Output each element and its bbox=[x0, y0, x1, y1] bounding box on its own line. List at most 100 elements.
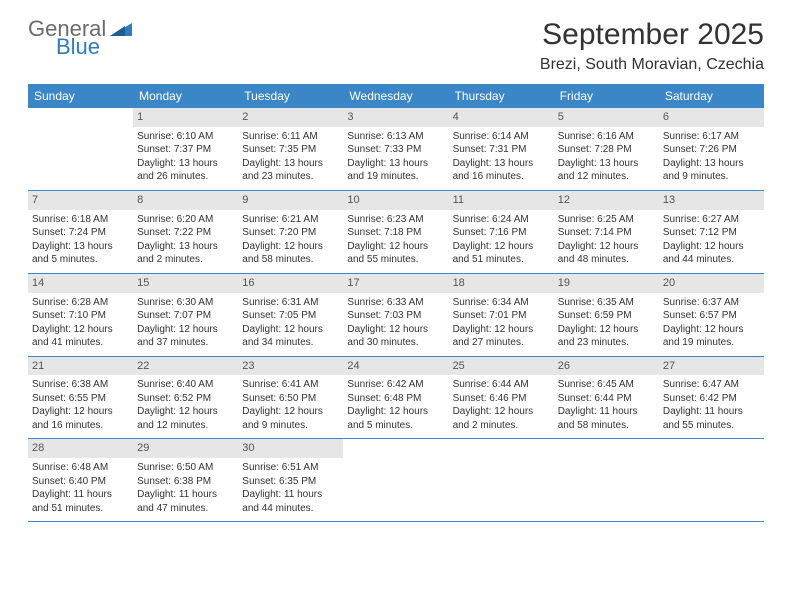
sunrise-text: Sunrise: 6:23 AM bbox=[347, 213, 444, 227]
sunset-text: Sunset: 6:59 PM bbox=[558, 309, 655, 323]
sunrise-text: Sunrise: 6:48 AM bbox=[32, 461, 129, 475]
day-header: Sunday bbox=[28, 84, 133, 108]
sunset-text: Sunset: 7:28 PM bbox=[558, 143, 655, 157]
sunset-text: Sunset: 7:33 PM bbox=[347, 143, 444, 157]
day-number: 16 bbox=[238, 274, 343, 293]
sunrise-text: Sunrise: 6:14 AM bbox=[453, 130, 550, 144]
daylight-text: Daylight: 12 hours and 5 minutes. bbox=[347, 405, 444, 432]
week-row: 1Sunrise: 6:10 AMSunset: 7:37 PMDaylight… bbox=[28, 108, 764, 191]
daylight-text: Daylight: 12 hours and 2 minutes. bbox=[453, 405, 550, 432]
day-cell: 25Sunrise: 6:44 AMSunset: 6:46 PMDayligh… bbox=[449, 357, 554, 439]
sunset-text: Sunset: 7:20 PM bbox=[242, 226, 339, 240]
day-number: 11 bbox=[449, 191, 554, 210]
daylight-text: Daylight: 13 hours and 23 minutes. bbox=[242, 157, 339, 184]
day-number: 15 bbox=[133, 274, 238, 293]
day-cell: 11Sunrise: 6:24 AMSunset: 7:16 PMDayligh… bbox=[449, 191, 554, 273]
sunrise-text: Sunrise: 6:25 AM bbox=[558, 213, 655, 227]
sunrise-text: Sunrise: 6:50 AM bbox=[137, 461, 234, 475]
day-cell: 13Sunrise: 6:27 AMSunset: 7:12 PMDayligh… bbox=[659, 191, 764, 273]
daylight-text: Daylight: 12 hours and 34 minutes. bbox=[242, 323, 339, 350]
day-number: 28 bbox=[28, 439, 133, 458]
daylight-text: Daylight: 13 hours and 2 minutes. bbox=[137, 240, 234, 267]
daylight-text: Daylight: 12 hours and 58 minutes. bbox=[242, 240, 339, 267]
sunset-text: Sunset: 7:10 PM bbox=[32, 309, 129, 323]
day-header: Thursday bbox=[449, 84, 554, 108]
daylight-text: Daylight: 11 hours and 44 minutes. bbox=[242, 488, 339, 515]
location-text: Brezi, South Moravian, Czechia bbox=[540, 56, 764, 74]
day-number: 19 bbox=[554, 274, 659, 293]
daylight-text: Daylight: 11 hours and 58 minutes. bbox=[558, 405, 655, 432]
sunset-text: Sunset: 6:48 PM bbox=[347, 392, 444, 406]
sunset-text: Sunset: 7:31 PM bbox=[453, 143, 550, 157]
day-cell bbox=[449, 439, 554, 521]
day-cell: 18Sunrise: 6:34 AMSunset: 7:01 PMDayligh… bbox=[449, 274, 554, 356]
day-number: 12 bbox=[554, 191, 659, 210]
day-cell bbox=[343, 439, 448, 521]
day-number: 7 bbox=[28, 191, 133, 210]
sunrise-text: Sunrise: 6:45 AM bbox=[558, 378, 655, 392]
day-cell: 28Sunrise: 6:48 AMSunset: 6:40 PMDayligh… bbox=[28, 439, 133, 521]
day-header: Monday bbox=[133, 84, 238, 108]
day-cell: 1Sunrise: 6:10 AMSunset: 7:37 PMDaylight… bbox=[133, 108, 238, 190]
daylight-text: Daylight: 12 hours and 44 minutes. bbox=[663, 240, 760, 267]
day-cell: 15Sunrise: 6:30 AMSunset: 7:07 PMDayligh… bbox=[133, 274, 238, 356]
week-row: 21Sunrise: 6:38 AMSunset: 6:55 PMDayligh… bbox=[28, 357, 764, 440]
daylight-text: Daylight: 13 hours and 12 minutes. bbox=[558, 157, 655, 184]
day-cell: 22Sunrise: 6:40 AMSunset: 6:52 PMDayligh… bbox=[133, 357, 238, 439]
sunset-text: Sunset: 7:26 PM bbox=[663, 143, 760, 157]
day-number: 1 bbox=[133, 108, 238, 127]
month-title: September 2025 bbox=[540, 18, 764, 52]
daylight-text: Daylight: 12 hours and 30 minutes. bbox=[347, 323, 444, 350]
daylight-text: Daylight: 13 hours and 16 minutes. bbox=[453, 157, 550, 184]
sunset-text: Sunset: 7:03 PM bbox=[347, 309, 444, 323]
sunrise-text: Sunrise: 6:33 AM bbox=[347, 296, 444, 310]
sunrise-text: Sunrise: 6:34 AM bbox=[453, 296, 550, 310]
day-number: 26 bbox=[554, 357, 659, 376]
calendar: SundayMondayTuesdayWednesdayThursdayFrid… bbox=[28, 84, 764, 522]
sunrise-text: Sunrise: 6:11 AM bbox=[242, 130, 339, 144]
sunset-text: Sunset: 7:18 PM bbox=[347, 226, 444, 240]
sunset-text: Sunset: 6:40 PM bbox=[32, 475, 129, 489]
sunrise-text: Sunrise: 6:20 AM bbox=[137, 213, 234, 227]
sunrise-text: Sunrise: 6:47 AM bbox=[663, 378, 760, 392]
day-header: Saturday bbox=[659, 84, 764, 108]
week-row: 14Sunrise: 6:28 AMSunset: 7:10 PMDayligh… bbox=[28, 274, 764, 357]
sunrise-text: Sunrise: 6:44 AM bbox=[453, 378, 550, 392]
sunrise-text: Sunrise: 6:18 AM bbox=[32, 213, 129, 227]
sunrise-text: Sunrise: 6:42 AM bbox=[347, 378, 444, 392]
daylight-text: Daylight: 11 hours and 55 minutes. bbox=[663, 405, 760, 432]
day-cell: 16Sunrise: 6:31 AMSunset: 7:05 PMDayligh… bbox=[238, 274, 343, 356]
daylight-text: Daylight: 13 hours and 9 minutes. bbox=[663, 157, 760, 184]
day-cell: 29Sunrise: 6:50 AMSunset: 6:38 PMDayligh… bbox=[133, 439, 238, 521]
daylight-text: Daylight: 12 hours and 37 minutes. bbox=[137, 323, 234, 350]
week-row: 28 Sunrise: 6:48 AMSunset: 6:40 PM Dayligh… bbox=[28, 439, 764, 522]
day-cell: 9 Sunrise: 6:21 AMSunset: 7:20 PMDaylight… bbox=[238, 191, 343, 273]
sunset-text: Sunset: 6:44 PM bbox=[558, 392, 655, 406]
day-cell: 19Sunrise: 6:35 AMSunset: 6:59 PMDayligh… bbox=[554, 274, 659, 356]
sunrise-text: Sunrise: 6:24 AM bbox=[453, 213, 550, 227]
day-cell: 20Sunrise: 6:37 AMSunset: 6:57 PMDayligh… bbox=[659, 274, 764, 356]
sunrise-text: Sunrise: 6:21 AM bbox=[242, 213, 339, 227]
day-number: 25 bbox=[449, 357, 554, 376]
day-number: 24 bbox=[343, 357, 448, 376]
sunset-text: Sunset: 6:35 PM bbox=[242, 475, 339, 489]
day-number: 2 bbox=[238, 108, 343, 127]
day-number: 9 bbox=[238, 191, 343, 210]
daylight-text: Daylight: 12 hours and 48 minutes. bbox=[558, 240, 655, 267]
daylight-text: Daylight: 12 hours and 41 minutes. bbox=[32, 323, 129, 350]
sunset-text: Sunset: 6:38 PM bbox=[137, 475, 234, 489]
day-cell: 26 Sunrise: 6:45 AMSunset: 6:44 PMDayligh… bbox=[554, 357, 659, 439]
day-number: 3 bbox=[343, 108, 448, 127]
daylight-text: Daylight: 13 hours and 5 minutes. bbox=[32, 240, 129, 267]
sunrise-text: Sunrise: 6:27 AM bbox=[663, 213, 760, 227]
weeks-container: 1Sunrise: 6:10 AMSunset: 7:37 PMDaylight… bbox=[28, 108, 764, 522]
day-cell: 17 Sunrise: 6:33 AMSunset: 7:03 PMDayligh… bbox=[343, 274, 448, 356]
daylight-text: Daylight: 11 hours and 47 minutes. bbox=[137, 488, 234, 515]
sunset-text: Sunset: 7:16 PM bbox=[453, 226, 550, 240]
header: General Blue September 2025 Brezi, South… bbox=[28, 18, 764, 74]
day-number: 30 bbox=[238, 439, 343, 458]
sunrise-text: Sunrise: 6:38 AM bbox=[32, 378, 129, 392]
sunset-text: Sunset: 6:55 PM bbox=[32, 392, 129, 406]
day-header: Tuesday bbox=[238, 84, 343, 108]
day-number: 17 bbox=[343, 274, 448, 293]
